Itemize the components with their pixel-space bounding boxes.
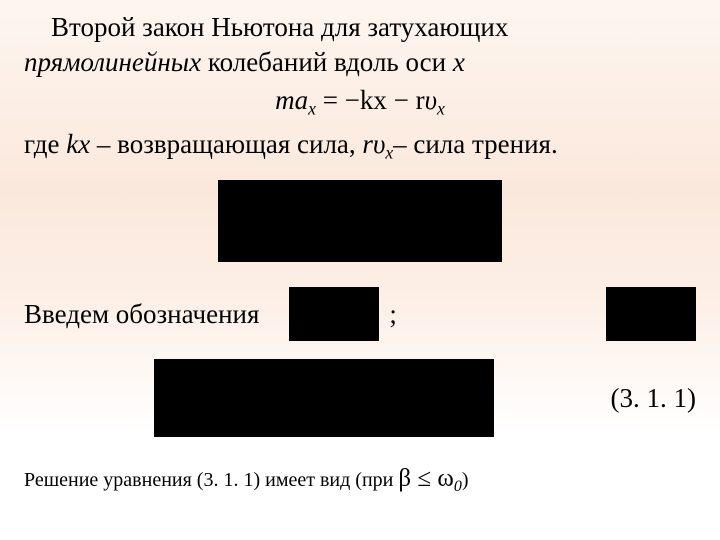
eq-ma: ma (275, 85, 308, 115)
title-line-2: прямолинейных колебаний вдоль оси х (24, 45, 696, 80)
redacted-block-2 (154, 359, 494, 437)
notation-label: Введем обозначения (24, 299, 259, 330)
where-kx: kx (66, 129, 90, 159)
title-indent (24, 12, 51, 42)
equation-row: (3. 1. 1) (24, 359, 696, 437)
eq-sub-x2: x (437, 98, 445, 118)
eq-sub-x1: x (308, 98, 316, 118)
friction-post: – сила трения. (393, 129, 558, 159)
equation-number: (3. 1. 1) (611, 383, 696, 414)
friction-sub: x (385, 143, 393, 163)
where-line: где kx – возвращающая сила, rυx– сила тр… (24, 127, 696, 164)
solution-text: Решение уравнения (3. 1. 1) имеет вид (п… (24, 469, 398, 491)
solution-line: Решение уравнения (3. 1. 1) имеет вид (п… (24, 463, 696, 497)
redacted-block-1-row (24, 180, 696, 267)
eq-mid: = −kx − r (316, 85, 425, 115)
redacted-small-1 (289, 287, 379, 341)
cond-sub0: 0 (454, 478, 462, 495)
cond-omega: ω (437, 465, 453, 492)
eq-upsilon: υ (425, 85, 437, 115)
where-pre: где (24, 129, 66, 159)
equation-newton: max = −kx − rυx (24, 85, 696, 119)
title-italic-word: прямолинейных (24, 47, 201, 77)
cond-close: ) (462, 469, 469, 491)
title-part1: Второй закон Ньютона для затухающих (51, 12, 508, 42)
notation-row: Введем обозначения ; (24, 287, 696, 341)
redacted-small-2 (606, 287, 696, 341)
title-axis-x: х (453, 47, 465, 77)
friction-upsilon: υ (373, 129, 385, 159)
where-mid: – возвращающая сила, (90, 129, 362, 159)
notation-semicolon: ; (379, 299, 407, 330)
cond-beta: β (398, 465, 411, 492)
title-line-1: Второй закон Ньютона для затухающих (24, 10, 696, 45)
redacted-block-1 (218, 180, 502, 262)
cond-le: ≤ (411, 465, 437, 492)
title-rest: колебаний вдоль оси (201, 47, 453, 77)
friction-r: r (362, 129, 373, 159)
